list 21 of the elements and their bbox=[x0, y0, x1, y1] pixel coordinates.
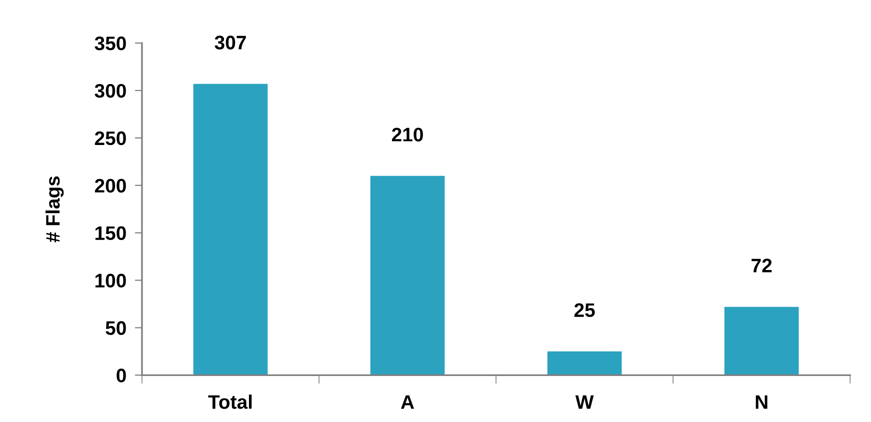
bar bbox=[547, 351, 622, 376]
data-label: 25 bbox=[574, 303, 595, 318]
x-tick-label: N bbox=[756, 395, 768, 409]
data-label: 307 bbox=[214, 36, 246, 50]
y-axis-title: # Flags bbox=[45, 176, 64, 242]
y-tick-label: 300 bbox=[94, 84, 126, 98]
bar bbox=[193, 84, 268, 376]
bar bbox=[724, 306, 799, 376]
y-tick-label: 200 bbox=[94, 178, 126, 193]
x-tick-label: A bbox=[400, 395, 414, 409]
y-tick-label: 50 bbox=[106, 321, 126, 335]
x-tick-label: W bbox=[575, 395, 594, 409]
y-tick-label: 350 bbox=[94, 36, 126, 50]
y-tick-label: 100 bbox=[95, 274, 126, 288]
y-tick-label: 150 bbox=[95, 226, 126, 240]
y-tick-label: 250 bbox=[94, 131, 126, 146]
bar bbox=[370, 176, 445, 376]
y-tick-label: 0 bbox=[116, 368, 126, 382]
x-tick-label: Total bbox=[208, 394, 252, 409]
data-label: 72 bbox=[752, 258, 772, 272]
data-label: 210 bbox=[392, 128, 423, 142]
